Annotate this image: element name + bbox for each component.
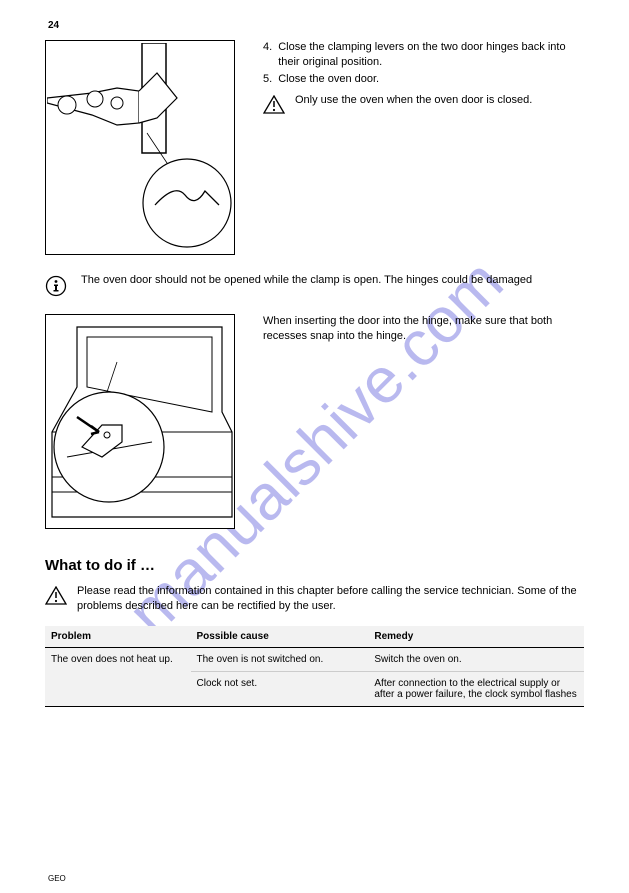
cell-remedy: After connection to the electrical suppl…	[368, 671, 584, 706]
door-hinge-seat-illustration	[47, 317, 233, 527]
info-block: The oven door should not be opened while…	[45, 273, 584, 300]
col-remedy: Remedy	[368, 626, 584, 648]
step-4-num: 4.	[263, 40, 272, 70]
cell-cause: The oven is not switched on.	[191, 647, 369, 671]
step-5: 5. Close the oven door.	[263, 72, 584, 87]
footer-code: GEO	[48, 874, 66, 883]
troubleshooting-section: What to do if … Please read the informat…	[45, 557, 584, 707]
row2-text: When inserting the door into the hinge, …	[263, 315, 552, 342]
step-row-1: 4. Close the clamping levers on the two …	[45, 40, 584, 255]
steps-4-5-block: 4. Close the clamping levers on the two …	[263, 40, 584, 119]
warning-text: Only use the oven when the oven door is …	[295, 93, 532, 108]
warning-icon	[45, 586, 67, 609]
section-title: What to do if …	[45, 557, 584, 574]
row2-text-block: When inserting the door into the hinge, …	[263, 314, 584, 344]
step-4: 4. Close the clamping levers on the two …	[263, 40, 584, 70]
step-5-num: 5.	[263, 72, 272, 87]
step-4-text: Close the clamping levers on the two doo…	[278, 40, 584, 70]
table-row: The oven does not heat up. The oven is n…	[45, 647, 584, 671]
step-5-text: Close the oven door.	[278, 72, 379, 87]
warning-block: Only use the oven when the oven door is …	[263, 93, 584, 120]
info-text: The oven door should not be opened while…	[81, 273, 532, 288]
section-intro-text: Please read the information contained in…	[77, 584, 584, 614]
figure-hinge-lever	[45, 40, 235, 255]
cell-problem: The oven does not heat up.	[45, 647, 191, 706]
col-cause: Possible cause	[191, 626, 369, 648]
info-icon	[45, 275, 67, 300]
warning-icon	[263, 95, 285, 120]
figure-door-hinge-seat	[45, 314, 235, 529]
section-intro: Please read the information contained in…	[45, 584, 584, 614]
col-problem: Problem	[45, 626, 191, 648]
table-header-row: Problem Possible cause Remedy	[45, 626, 584, 648]
step-row-2: When inserting the door into the hinge, …	[45, 314, 584, 529]
cell-remedy: Switch the oven on.	[368, 647, 584, 671]
troubleshoot-table: Problem Possible cause Remedy The oven d…	[45, 626, 584, 707]
hinge-lever-illustration	[47, 43, 233, 253]
cell-cause: Clock not set.	[191, 671, 369, 706]
page-number: 24	[48, 20, 59, 31]
